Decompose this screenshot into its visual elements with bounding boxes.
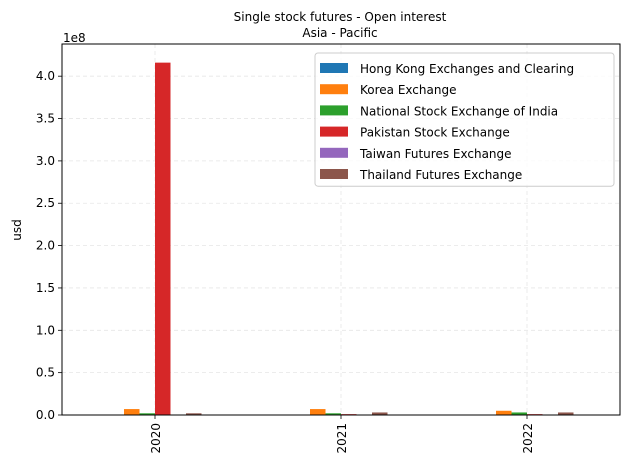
y-axis-ticks: 0.0 0.5 1.0 1.5 2.0 2.5 3.0 3.5 4.0 — [36, 69, 62, 422]
y-tick-label: 3.0 — [36, 154, 55, 168]
legend-label: Taiwan Futures Exchange — [359, 147, 512, 161]
x-axis-ticks: 2020 2021 2022 — [149, 415, 535, 454]
legend-swatch — [320, 126, 348, 137]
legend-label: Korea Exchange — [360, 83, 456, 97]
chart-title: Single stock futures - Open interest — [234, 10, 447, 24]
plot-frame — [61, 43, 621, 416]
legend-swatch — [320, 84, 348, 95]
y-tick-label: 0.0 — [36, 408, 55, 422]
bar — [139, 413, 155, 415]
bar — [186, 413, 202, 415]
bar — [124, 409, 140, 415]
y-axis-label: usd — [10, 219, 24, 240]
bar — [511, 412, 527, 415]
y-tick-label: 3.5 — [36, 112, 55, 126]
bar — [325, 413, 341, 415]
bar — [155, 62, 171, 415]
y-tick-label: 4.0 — [36, 69, 55, 83]
bar — [558, 412, 574, 415]
bar — [496, 410, 512, 415]
y-tick-label: 0.5 — [36, 366, 55, 380]
legend: Hong Kong Exchanges and Clearing Korea Ex… — [314, 52, 615, 187]
legend-swatch — [320, 169, 348, 179]
y-tick-label: 2.5 — [36, 196, 55, 210]
x-tick-label: 2021 — [335, 423, 349, 454]
legend-box — [314, 52, 615, 187]
legend-label: Hong Kong Exchanges and Clearing — [360, 62, 574, 76]
bar — [310, 409, 326, 415]
x-tick-label: 2020 — [149, 423, 163, 454]
legend-swatch — [320, 105, 348, 116]
bar — [372, 412, 388, 415]
legend-swatch — [320, 147, 348, 158]
legend-swatch — [320, 63, 348, 73]
chart-subtitle: Asia - Pacific — [302, 26, 377, 40]
legend-label: National Stock Exchange of India — [360, 104, 558, 118]
legend-label: Thailand Futures Exchange — [359, 168, 522, 182]
legend-label: Pakistan Stock Exchange — [360, 126, 510, 140]
x-tick-label: 2022 — [521, 423, 535, 454]
y-tick-label: 1.5 — [36, 281, 55, 295]
y-tick-label: 1.0 — [36, 323, 55, 337]
y-tick-label: 2.0 — [36, 239, 55, 253]
y-axis-offset-label: 1e8 — [63, 31, 86, 45]
